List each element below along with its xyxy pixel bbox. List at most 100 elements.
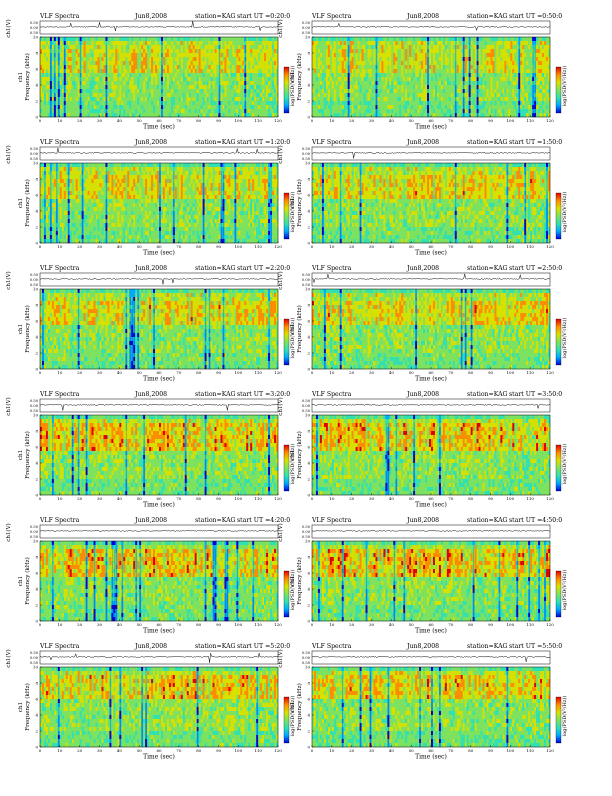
spectrogram-cell <box>82 97 84 101</box>
spectrogram-cell <box>145 45 147 49</box>
spectrogram-cell <box>165 53 167 57</box>
spectrogram-cell <box>159 69 161 73</box>
spectrogram-cell <box>165 61 167 65</box>
spectrogram-cell <box>141 105 143 109</box>
spectrogram-cell <box>44 41 46 45</box>
spectrogram-cell <box>113 73 115 77</box>
spectrogram-cell <box>149 113 151 117</box>
spectrogram-cell <box>135 73 137 77</box>
spectrogram-cell <box>68 105 70 109</box>
spectrogram-cell <box>113 81 115 85</box>
spectrogram-cell <box>60 101 62 105</box>
spectrogram-cell <box>145 53 147 57</box>
spectrogram-cell <box>48 93 50 97</box>
spectrogram-cell <box>115 65 117 69</box>
spectrogram-cell <box>82 81 84 85</box>
spectrogram-cell <box>109 53 111 57</box>
spectrogram-cell <box>78 73 80 77</box>
spectrogram-cell <box>113 89 115 93</box>
spectrogram-cell <box>145 81 147 85</box>
spectrogram-cell <box>141 77 143 81</box>
spectrogram-cell <box>107 81 109 85</box>
spectrogram-cell <box>88 61 90 65</box>
spectrogram-cell <box>135 65 137 69</box>
spectrogram-cell <box>127 93 129 97</box>
spectrogram-cell <box>88 73 90 77</box>
spectrogram-cell <box>153 61 155 65</box>
spectrogram-cell <box>78 53 80 57</box>
spectrogram-cell <box>129 45 131 49</box>
spectrogram-cell <box>115 37 117 41</box>
spectrogram-cell <box>137 65 139 69</box>
spectrogram-cell <box>42 49 44 53</box>
spectrogram-cell <box>76 73 78 77</box>
spectrogram-cell <box>125 57 127 61</box>
spectrogram-cell <box>127 53 129 57</box>
spectrogram-cell <box>129 113 131 117</box>
spectrogram-cell <box>127 57 129 61</box>
spectrogram-cell <box>107 109 109 113</box>
spectrogram-cell <box>109 97 111 101</box>
spectrogram-cell <box>72 97 74 101</box>
spectrogram-cell <box>101 85 103 89</box>
spectrogram-cell <box>109 69 111 73</box>
spectrogram-cell <box>123 61 125 65</box>
spectrogram-cell <box>157 105 159 109</box>
spectrogram-cell <box>147 97 149 101</box>
spectrogram-cell <box>42 77 44 81</box>
spectrogram-cell <box>155 65 157 69</box>
spectrogram-cell <box>113 49 115 53</box>
spectrogram-cell <box>117 49 119 53</box>
spectrogram-cell <box>151 97 153 101</box>
spectrogram-cell <box>86 85 88 89</box>
spectrogram-cell <box>157 73 159 77</box>
spectrogram-cell <box>131 45 133 49</box>
spectrogram-cell <box>123 69 125 73</box>
spectrogram-cell <box>60 85 62 89</box>
spectrogram-cell <box>111 97 113 101</box>
spectrogram-cell <box>86 65 88 69</box>
spectrogram-cell <box>98 101 100 105</box>
spectrogram-cell <box>121 97 123 101</box>
spectra-page: VLF SpectraJun8,2008station=KAGstart UT … <box>0 0 612 792</box>
spectrogram-cell <box>119 65 121 69</box>
spectrogram-cell <box>101 77 103 81</box>
spectrogram-cell <box>147 49 149 53</box>
spectrogram-cell <box>84 77 86 81</box>
spectrogram-cell <box>143 45 145 49</box>
spectrogram-cell <box>42 57 44 61</box>
spectrogram-cell <box>82 53 84 57</box>
spectrogram-cell <box>143 105 145 109</box>
spectrogram-cell <box>66 113 68 117</box>
spectrogram-cell <box>86 73 88 77</box>
spectrogram-cell <box>129 53 131 57</box>
spectrogram-cell <box>121 41 123 45</box>
spectrogram-cell <box>40 53 42 57</box>
spectrogram-cell <box>70 49 72 53</box>
panel-start: start UT =0:20:0 <box>237 13 290 20</box>
spectrogram-cell <box>151 109 153 113</box>
spectrogram-cell <box>145 97 147 101</box>
spectrogram-cell <box>44 89 46 93</box>
spectrogram-cell <box>163 53 165 57</box>
spectrogram-cell <box>137 53 139 57</box>
spectrogram-cell <box>88 53 90 57</box>
spectrogram-cell <box>147 45 149 49</box>
spectrogram-cell <box>103 113 105 117</box>
spectrogram-cell <box>100 61 102 65</box>
spectrogram-cell <box>56 109 58 113</box>
spectrogram-cell <box>103 41 105 45</box>
spectrogram-cell <box>100 101 102 105</box>
spectrogram-cell <box>107 101 109 105</box>
spectrogram-cell <box>109 101 111 105</box>
spectrogram-cell <box>121 93 123 97</box>
spectrogram-cell <box>153 65 155 69</box>
spectrogram-cell <box>40 57 42 61</box>
spectrogram-cell <box>96 37 98 41</box>
spectrogram-cell <box>149 61 151 65</box>
spectrogram-cell <box>56 37 58 41</box>
spectrogram-cell <box>94 109 96 113</box>
spectrogram-cell <box>103 97 105 101</box>
spectrogram-cell <box>125 41 127 45</box>
spectrogram-cell <box>167 93 169 97</box>
